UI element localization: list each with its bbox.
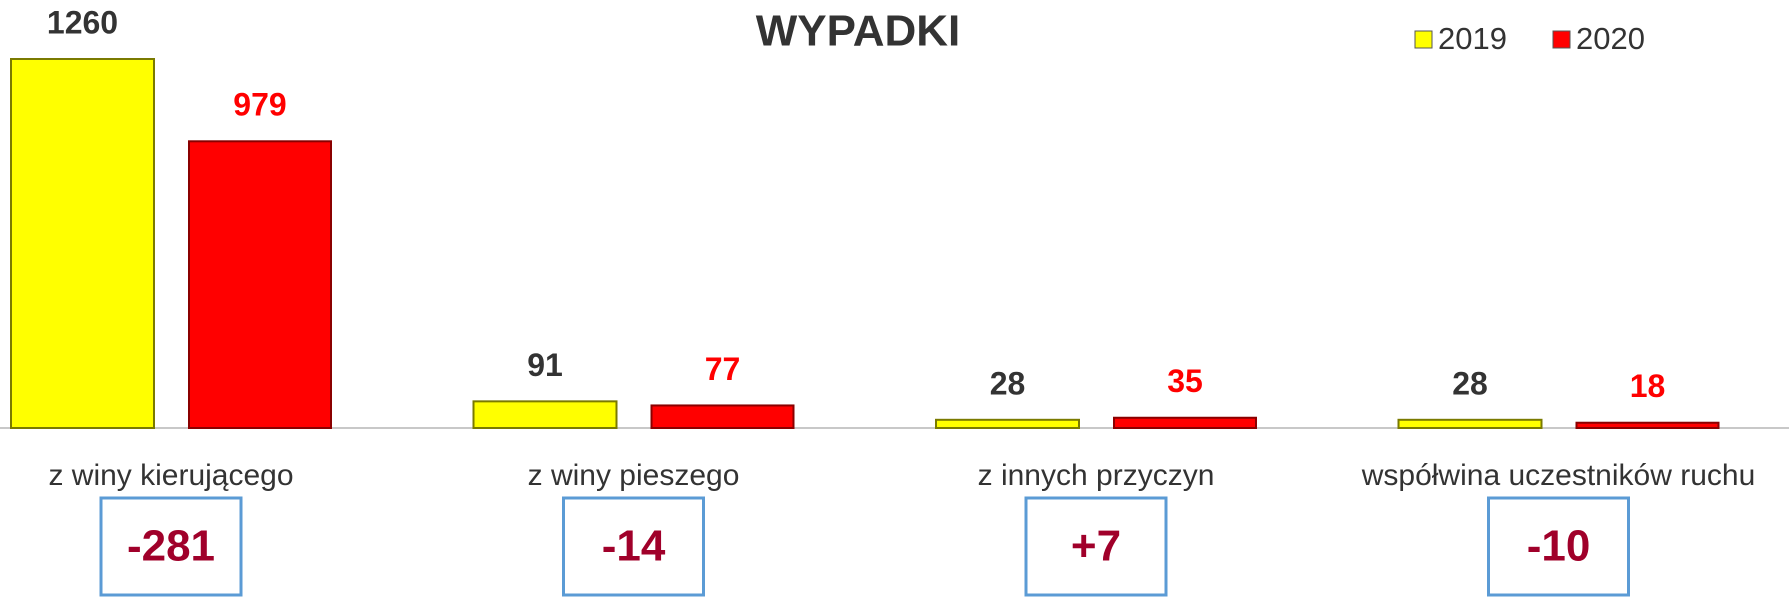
bar <box>1575 421 1720 430</box>
data-label: 28 <box>990 365 1026 401</box>
data-label: 91 <box>527 347 563 383</box>
x-tick-label: z winy kierującego <box>48 459 293 492</box>
legend-label: 2019 <box>1438 21 1507 56</box>
data-label: 18 <box>1630 368 1666 404</box>
x-tick-label: z winy pieszego <box>528 459 740 492</box>
x-tick-label: współwina uczestników ruchu <box>1361 459 1756 492</box>
legend-swatch <box>1552 30 1571 49</box>
data-label: 979 <box>233 87 286 123</box>
data-label: 28 <box>1452 365 1488 401</box>
bar <box>1397 418 1543 429</box>
annotation-box <box>1487 496 1630 597</box>
bar <box>10 58 155 429</box>
x-tick-label: z innych przyczyn <box>978 459 1215 492</box>
bar <box>472 400 618 430</box>
bar <box>935 418 1080 429</box>
bar <box>650 404 795 430</box>
chart-title: WYPADKI <box>756 7 961 56</box>
data-label: 35 <box>1167 363 1203 399</box>
bar <box>188 140 332 430</box>
legend-label: 2020 <box>1576 21 1645 56</box>
annotation-box <box>1024 496 1168 597</box>
annotation-box <box>562 496 705 597</box>
annotation-box <box>99 496 243 597</box>
annotation: -281 <box>127 522 215 571</box>
bar <box>1113 416 1257 429</box>
annotation: -14 <box>602 522 666 571</box>
legend-swatch <box>1414 30 1433 49</box>
data-label: 77 <box>705 351 741 387</box>
data-label: 1260 <box>47 4 118 40</box>
annotation: -10 <box>1527 522 1591 571</box>
annotation: +7 <box>1071 522 1121 571</box>
